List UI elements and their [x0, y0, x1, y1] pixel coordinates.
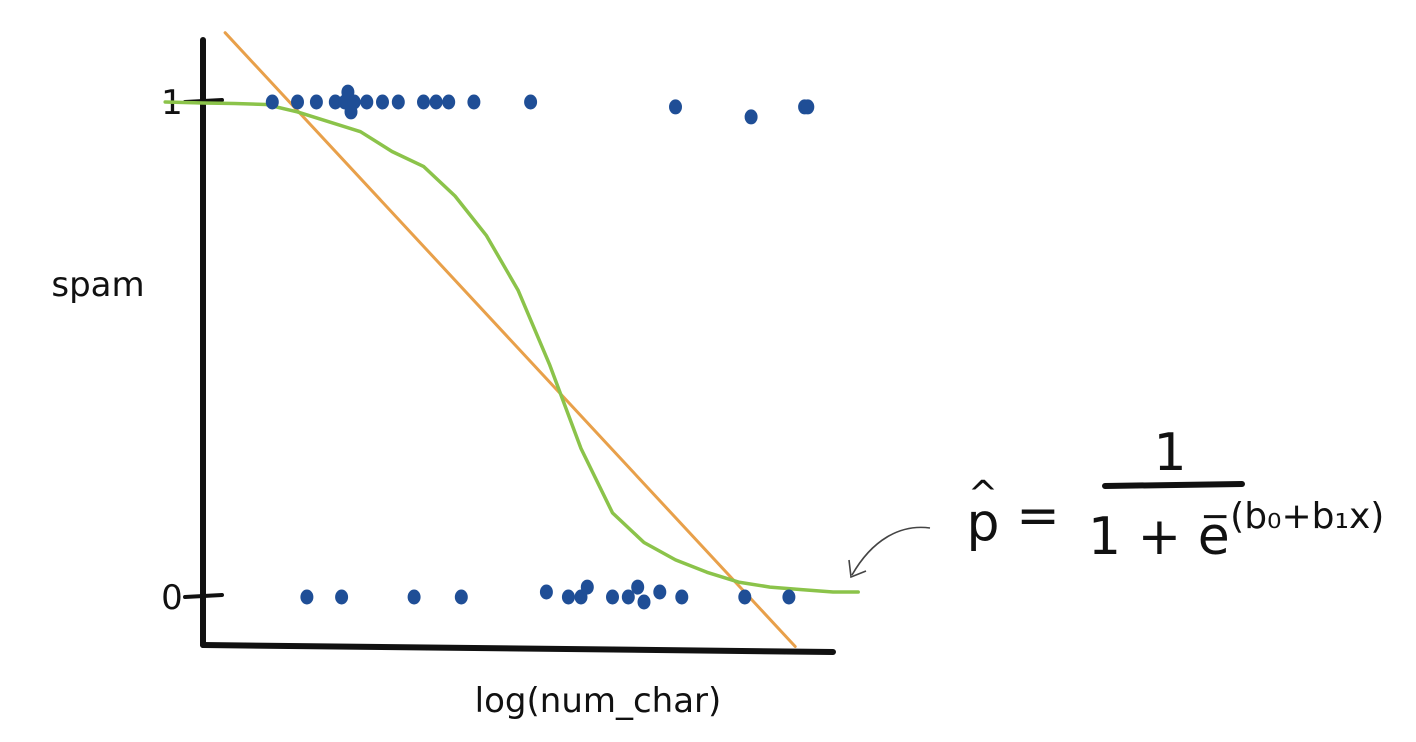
- data-point: [621, 589, 635, 605]
- data-point: [561, 589, 575, 605]
- formula-p: p: [966, 493, 999, 553]
- data-point: [347, 94, 361, 110]
- data-point: [335, 589, 349, 605]
- data-point: [265, 94, 279, 110]
- y-axis-label: spam: [51, 265, 144, 305]
- data-point: [744, 109, 758, 125]
- linear-fit-line: [223, 31, 797, 648]
- x-axis-line: [200, 642, 836, 655]
- axes: [200, 37, 836, 655]
- annotation-arrow: [851, 526, 931, 576]
- data-point: [653, 584, 667, 600]
- formula-equals: =: [1016, 486, 1060, 546]
- data-point: [360, 94, 374, 110]
- data-point: [782, 589, 796, 605]
- data-point: [300, 589, 314, 605]
- annotation-arrowhead: [848, 559, 867, 579]
- data-point: [417, 94, 430, 110]
- formula-hat: ^: [968, 474, 998, 515]
- data-point: [669, 99, 682, 115]
- formula-exponent: −(b₀+b₁x): [1200, 496, 1384, 537]
- data-point: [539, 584, 553, 600]
- data-point: [376, 94, 389, 110]
- logistic-formula: ^ p = 1 1 + e −(b₀+b₁x): [966, 423, 1384, 567]
- formula-denominator: 1 + e: [1088, 507, 1230, 567]
- y-tick-label: 0: [161, 578, 183, 618]
- data-point: [467, 94, 481, 110]
- data-point: [606, 589, 619, 605]
- data-point: [580, 579, 594, 595]
- data-point: [454, 589, 468, 605]
- data-point: [328, 94, 342, 110]
- x-axis-label: log(num_char): [475, 681, 722, 721]
- formula-fraction-bar: [1102, 481, 1245, 489]
- data-point: [637, 594, 651, 610]
- data-point: [801, 99, 815, 115]
- data-point: [675, 589, 689, 605]
- data-point: [291, 94, 304, 110]
- logistic-fit-curve: [163, 100, 860, 594]
- data-point: [407, 589, 421, 605]
- data-point: [309, 94, 323, 110]
- y-tick-mark: [183, 593, 224, 599]
- data-point: [442, 94, 456, 110]
- y-ticks: 01: [161, 83, 224, 618]
- data-point: [524, 94, 538, 110]
- data-point: [429, 94, 443, 110]
- data-point: [738, 589, 752, 605]
- fit-lines: [163, 31, 860, 648]
- data-point: [391, 94, 405, 110]
- data-points: [265, 84, 815, 610]
- formula-numerator: 1: [1153, 423, 1186, 483]
- data-point: [631, 579, 645, 595]
